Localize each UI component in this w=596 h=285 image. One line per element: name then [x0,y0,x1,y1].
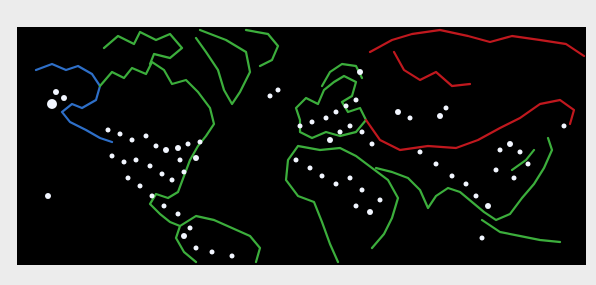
city-dot [344,104,349,109]
city-dot [370,142,375,147]
city-dot [308,166,313,171]
city-dot [485,203,491,209]
city-dot [130,138,135,143]
city-dot [418,150,423,155]
city-dot [348,176,353,181]
city-dot [134,158,139,163]
city-dot [138,184,143,189]
city-dot [320,174,325,179]
city-dot [437,113,443,119]
city-dot [181,233,187,239]
city-dot [408,116,413,121]
city-dot [357,69,363,75]
city-dot [148,164,153,169]
city-dot [348,124,353,129]
map-screen [0,0,596,285]
city-dot [354,98,359,103]
city-dot [106,128,111,133]
city-dot [507,141,513,147]
city-dot [154,144,159,149]
city-dot [334,110,339,115]
city-dot [144,134,149,139]
city-dot [53,89,59,95]
city-dot [110,154,115,159]
city-dot [126,176,131,181]
city-dot [188,226,193,231]
city-dot [434,162,439,167]
city-dot [193,155,199,161]
city-dot [198,140,203,145]
city-dot [360,130,365,135]
city-dot [210,250,215,255]
city-dot [298,124,303,129]
city-dot [170,178,175,183]
city-dot [178,158,183,163]
city-dot [194,246,199,251]
city-dot [230,254,235,259]
city-dot [163,147,169,153]
city-dot [47,99,57,109]
city-dot [360,188,365,193]
city-dot [474,194,479,199]
city-dot [324,116,329,121]
city-dot [160,172,165,177]
city-dot [61,95,67,101]
city-dot [118,132,123,137]
city-dot [444,106,449,111]
city-dot [395,109,401,115]
city-dot [518,150,523,155]
city-dot [175,145,181,151]
city-dot [268,94,273,99]
city-dot [276,88,281,93]
city-dot [182,170,187,175]
city-dot [45,193,51,199]
city-dot [176,212,181,217]
city-dot [310,120,315,125]
city-dot [378,198,383,203]
city-dot [512,176,517,181]
city-dot [367,209,373,215]
city-dot [450,174,455,179]
city-dot [150,194,155,199]
city-dot [334,182,339,187]
city-dot [327,137,333,143]
page: {} (() => { const data = JSON.parse(docu… [0,0,596,285]
city-dot [122,160,127,165]
city-dot [494,168,499,173]
city-dot [354,204,359,209]
city-dot [480,236,485,241]
city-dot [526,162,531,167]
city-dot [162,204,167,209]
city-dot [338,130,343,135]
city-dot [498,148,503,153]
city-dot [562,124,567,129]
city-dot [464,182,469,187]
city-dot [186,142,191,147]
city-dot [294,158,299,163]
